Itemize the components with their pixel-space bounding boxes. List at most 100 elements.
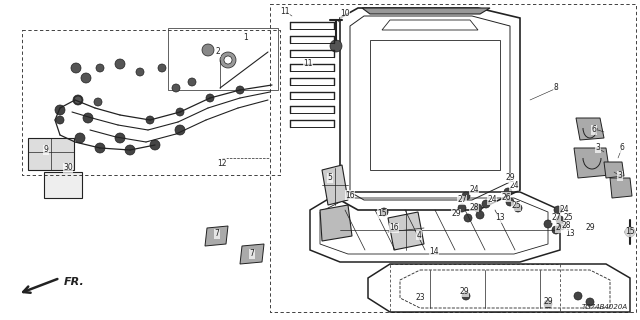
Circle shape — [330, 40, 342, 52]
Text: FR.: FR. — [64, 277, 84, 287]
Text: 6: 6 — [620, 143, 625, 153]
Text: 1: 1 — [244, 34, 248, 43]
Text: 10: 10 — [340, 10, 350, 19]
Circle shape — [514, 204, 522, 212]
Text: 29: 29 — [459, 287, 469, 297]
Text: 30: 30 — [63, 164, 73, 172]
Text: 29: 29 — [505, 173, 515, 182]
Polygon shape — [610, 178, 632, 198]
Text: 3: 3 — [618, 172, 623, 180]
Circle shape — [586, 298, 594, 306]
Text: 26: 26 — [501, 193, 511, 202]
Text: 11: 11 — [280, 7, 290, 17]
Text: 3: 3 — [596, 143, 600, 153]
Polygon shape — [604, 162, 624, 178]
Circle shape — [625, 227, 635, 237]
Circle shape — [115, 133, 125, 143]
Circle shape — [150, 140, 160, 150]
Text: 24: 24 — [487, 196, 497, 204]
Text: 16: 16 — [389, 223, 399, 233]
Circle shape — [74, 96, 82, 104]
Polygon shape — [574, 148, 610, 178]
Text: 29: 29 — [585, 223, 595, 233]
Circle shape — [175, 125, 185, 135]
Circle shape — [55, 105, 65, 115]
Text: 29: 29 — [543, 298, 553, 307]
Circle shape — [574, 292, 582, 300]
FancyBboxPatch shape — [44, 172, 82, 198]
Circle shape — [380, 208, 388, 216]
Circle shape — [81, 73, 91, 83]
Text: 2: 2 — [216, 47, 220, 57]
Polygon shape — [388, 212, 424, 250]
Text: 16: 16 — [345, 190, 355, 199]
Text: 28: 28 — [469, 203, 479, 212]
Text: 7: 7 — [214, 229, 220, 238]
Polygon shape — [320, 205, 352, 241]
FancyBboxPatch shape — [28, 138, 74, 170]
Circle shape — [71, 63, 81, 73]
Circle shape — [172, 84, 180, 92]
Polygon shape — [322, 165, 348, 205]
Polygon shape — [205, 226, 228, 246]
Circle shape — [482, 200, 490, 208]
Circle shape — [202, 44, 214, 56]
Circle shape — [462, 292, 470, 300]
Circle shape — [146, 116, 154, 124]
Text: TG74B4020A: TG74B4020A — [582, 304, 628, 310]
Circle shape — [552, 226, 560, 234]
Text: 29: 29 — [451, 210, 461, 219]
Text: 26: 26 — [555, 223, 565, 233]
Circle shape — [558, 222, 566, 230]
Text: 24: 24 — [509, 181, 519, 190]
Text: 8: 8 — [554, 84, 558, 92]
Circle shape — [136, 68, 144, 76]
Circle shape — [506, 198, 514, 206]
Circle shape — [206, 94, 214, 102]
Circle shape — [56, 116, 64, 124]
Circle shape — [74, 96, 82, 104]
Circle shape — [462, 192, 470, 200]
Circle shape — [504, 188, 512, 196]
Polygon shape — [576, 118, 604, 140]
Circle shape — [236, 86, 244, 94]
Text: 13: 13 — [495, 213, 505, 222]
Circle shape — [556, 216, 564, 224]
Polygon shape — [362, 8, 490, 14]
Circle shape — [83, 113, 93, 123]
Text: 27: 27 — [551, 213, 561, 222]
Circle shape — [95, 143, 105, 153]
Text: 5: 5 — [328, 173, 332, 182]
Circle shape — [115, 59, 125, 69]
Text: 25: 25 — [563, 213, 573, 222]
Circle shape — [544, 300, 552, 308]
Text: 11: 11 — [303, 60, 313, 68]
Text: 6: 6 — [591, 125, 596, 134]
Circle shape — [544, 220, 552, 228]
Circle shape — [220, 52, 236, 68]
Text: 15: 15 — [377, 210, 387, 219]
Text: 15: 15 — [625, 228, 635, 236]
Circle shape — [94, 98, 102, 106]
Text: 12: 12 — [217, 158, 227, 167]
Circle shape — [96, 64, 104, 72]
Text: 28: 28 — [561, 221, 571, 230]
Text: 14: 14 — [429, 247, 439, 257]
Circle shape — [73, 95, 83, 105]
Circle shape — [474, 204, 482, 212]
Text: 13: 13 — [565, 229, 575, 238]
Text: 24: 24 — [469, 186, 479, 195]
Text: 4: 4 — [417, 230, 421, 239]
Circle shape — [224, 56, 232, 64]
Text: 25: 25 — [511, 202, 521, 211]
Text: 23: 23 — [415, 293, 425, 302]
Text: 7: 7 — [250, 250, 255, 259]
Circle shape — [188, 78, 196, 86]
Text: 27: 27 — [457, 196, 467, 204]
Circle shape — [158, 64, 166, 72]
Polygon shape — [240, 244, 264, 264]
Circle shape — [458, 204, 466, 212]
Circle shape — [554, 206, 562, 214]
Circle shape — [125, 145, 135, 155]
Text: 24: 24 — [559, 205, 569, 214]
